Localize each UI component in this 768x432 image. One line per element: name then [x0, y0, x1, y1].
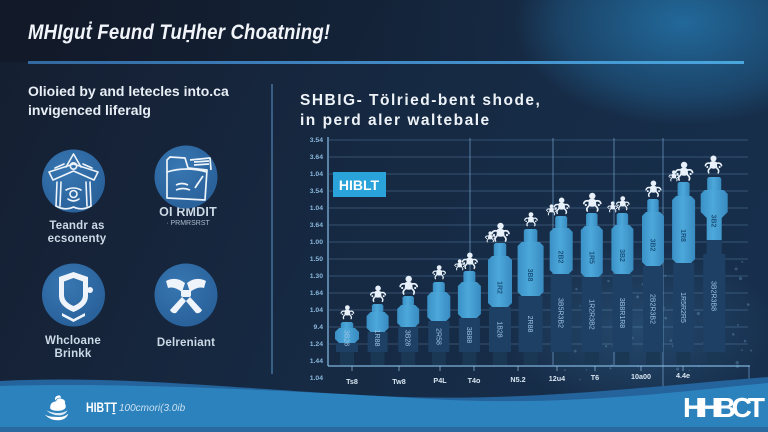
svg-text:3B2: 3B2 — [710, 215, 717, 228]
svg-text:3.54: 3.54 — [310, 137, 323, 144]
svg-text:3B2R3B8: 3B2R3B8 — [710, 281, 717, 311]
svg-text:2B2: 2B2 — [557, 251, 564, 264]
svg-text:3.64: 3.64 — [310, 222, 323, 229]
svg-text:2R58: 2R58 — [434, 328, 441, 345]
svg-text:1.04: 1.04 — [310, 307, 323, 314]
svg-text:1.00: 1.00 — [310, 239, 323, 246]
svg-text:1.50: 1.50 — [310, 256, 323, 263]
svg-text:2B2R3B2: 2B2R3B2 — [649, 294, 656, 324]
svg-text:1R8: 1R8 — [679, 229, 686, 242]
svg-text:3B28: 3B28 — [343, 330, 350, 346]
svg-text:3B8R1R8: 3B8R1R8 — [618, 298, 625, 328]
svg-text:1.24: 1.24 — [310, 341, 323, 348]
svg-text:HIBLT: HIBLT — [339, 177, 380, 193]
svg-text:2R88: 2R88 — [526, 316, 533, 333]
svg-text:3B2: 3B2 — [649, 239, 656, 252]
svg-text:Ts8: Ts8 — [346, 377, 358, 386]
svg-text:3.54: 3.54 — [310, 188, 323, 195]
svg-text:1.04: 1.04 — [310, 171, 323, 178]
svg-text:1R5: 1R5 — [587, 251, 594, 264]
svg-text:N5.2: N5.2 — [510, 375, 525, 384]
svg-text:1.04: 1.04 — [310, 205, 323, 212]
svg-text:1R2R3B2: 1R2R3B2 — [587, 299, 594, 329]
svg-text:1.44: 1.44 — [310, 358, 323, 365]
svg-text:4.4e: 4.4e — [676, 371, 690, 380]
svg-text:10a00: 10a00 — [631, 372, 651, 381]
svg-text:1R88: 1R88 — [373, 330, 380, 347]
svg-text:3B5R3B2: 3B5R3B2 — [557, 298, 564, 328]
svg-text:1.04: 1.04 — [310, 375, 323, 382]
svg-text:100cmori(3.0ib: 100cmori(3.0ib — [119, 403, 186, 414]
svg-text:P4L: P4L — [433, 376, 447, 385]
svg-text:HHBCT: HHBCT — [683, 392, 765, 423]
svg-text:1.30: 1.30 — [310, 273, 323, 280]
svg-text:12u4: 12u4 — [549, 374, 565, 383]
svg-text:1.64: 1.64 — [310, 290, 323, 297]
svg-text:Tw8: Tw8 — [392, 377, 405, 386]
svg-text:3.64: 3.64 — [310, 154, 323, 161]
svg-text:T6: T6 — [591, 373, 599, 382]
svg-text:1R5R2R5: 1R5R2R5 — [679, 292, 686, 323]
svg-text:9.4: 9.4 — [314, 324, 324, 331]
svg-text:3B28: 3B28 — [404, 330, 411, 346]
svg-text:3B2: 3B2 — [618, 249, 625, 262]
svg-text:HIBTṮ: HIBTṮ — [86, 400, 118, 415]
svg-text:T4o: T4o — [468, 376, 481, 385]
svg-text:1R2: 1R2 — [496, 281, 503, 294]
svg-text:3B88: 3B88 — [465, 327, 472, 343]
svg-text:3B8: 3B8 — [526, 269, 533, 282]
svg-text:1B28: 1B28 — [496, 321, 503, 337]
